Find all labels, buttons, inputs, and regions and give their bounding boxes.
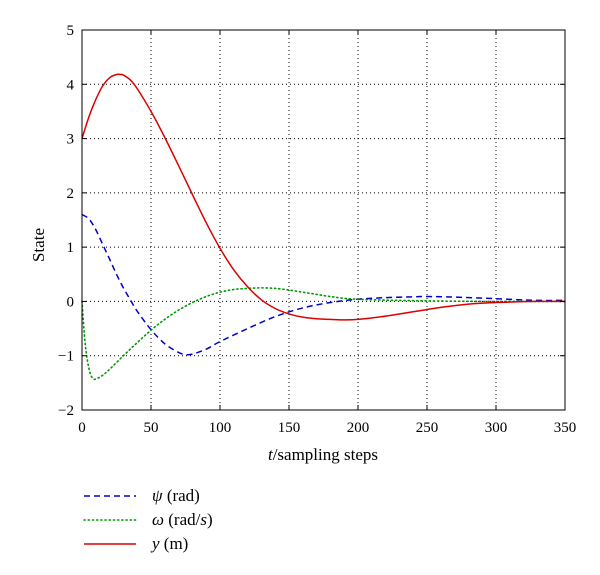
legend-line-y — [84, 543, 136, 545]
series-omega-line — [81, 287, 566, 381]
x-tick-label: 300 — [485, 420, 508, 436]
x-tick-label: 250 — [416, 420, 439, 436]
legend: ψ (rad) ω (rad/s) y (m) — [82, 484, 213, 556]
y-tick-label: 4 — [67, 77, 75, 93]
series-lines — [81, 73, 566, 381]
legend-line-psi — [84, 495, 136, 497]
y-tick-label: 2 — [67, 186, 75, 202]
legend-line-omega — [83, 519, 137, 521]
legend-unit-var-omega: s — [200, 510, 207, 529]
legend-unit-omega: (rad/ — [164, 510, 201, 529]
legend-symbol-psi: ψ — [152, 486, 163, 505]
x-axis-label: t/sampling steps — [268, 445, 378, 464]
legend-symbol-y: y — [152, 534, 160, 553]
legend-label-y: y (m) — [152, 534, 188, 554]
y-tick-label: 3 — [67, 132, 75, 148]
legend-item-y: y (m) — [82, 532, 213, 556]
y-tick-label: 5 — [67, 23, 75, 39]
legend-label-omega: ω (rad/s) — [152, 510, 213, 530]
x-tick-label: 200 — [347, 420, 370, 436]
x-tick-label: 50 — [144, 420, 159, 436]
y-tick-label: 0 — [67, 294, 75, 310]
grid-lines — [82, 30, 565, 410]
legend-unit-end-omega: ) — [206, 510, 213, 529]
legend-unit-psi: (rad) — [162, 486, 200, 505]
legend-item-psi: ψ (rad) — [82, 484, 213, 508]
legend-item-omega: ω (rad/s) — [82, 508, 213, 532]
legend-label-psi: ψ (rad) — [152, 486, 200, 506]
plot-frame — [81, 29, 566, 411]
x-tick-label: 150 — [278, 420, 301, 436]
y-axis-label: State — [29, 228, 48, 262]
axis-ticks: 0 50 100 150 200 250 300 350 −2 −1 0 1 2 3 4 5 — [58, 23, 576, 436]
legend-symbol-omega: ω — [152, 510, 165, 529]
x-tick-label: 0 — [78, 420, 86, 436]
line-chart: 0 50 100 150 200 250 300 350 −2 −1 0 1 2 3 4 5 State t/… — [29, 23, 576, 464]
series-y-line — [81, 73, 566, 321]
x-axis-label-var: t — [268, 445, 274, 464]
y-tick-label: −2 — [58, 403, 74, 419]
y-tick-label: 1 — [67, 240, 75, 256]
x-tick-label: 100 — [209, 420, 232, 436]
y-tick-label: −1 — [58, 349, 74, 365]
legend-unit-y: (m) — [159, 534, 189, 553]
x-tick-label: 350 — [554, 420, 577, 436]
series-psi-line — [81, 213, 566, 356]
x-axis-label-rest: /sampling steps — [273, 445, 378, 464]
